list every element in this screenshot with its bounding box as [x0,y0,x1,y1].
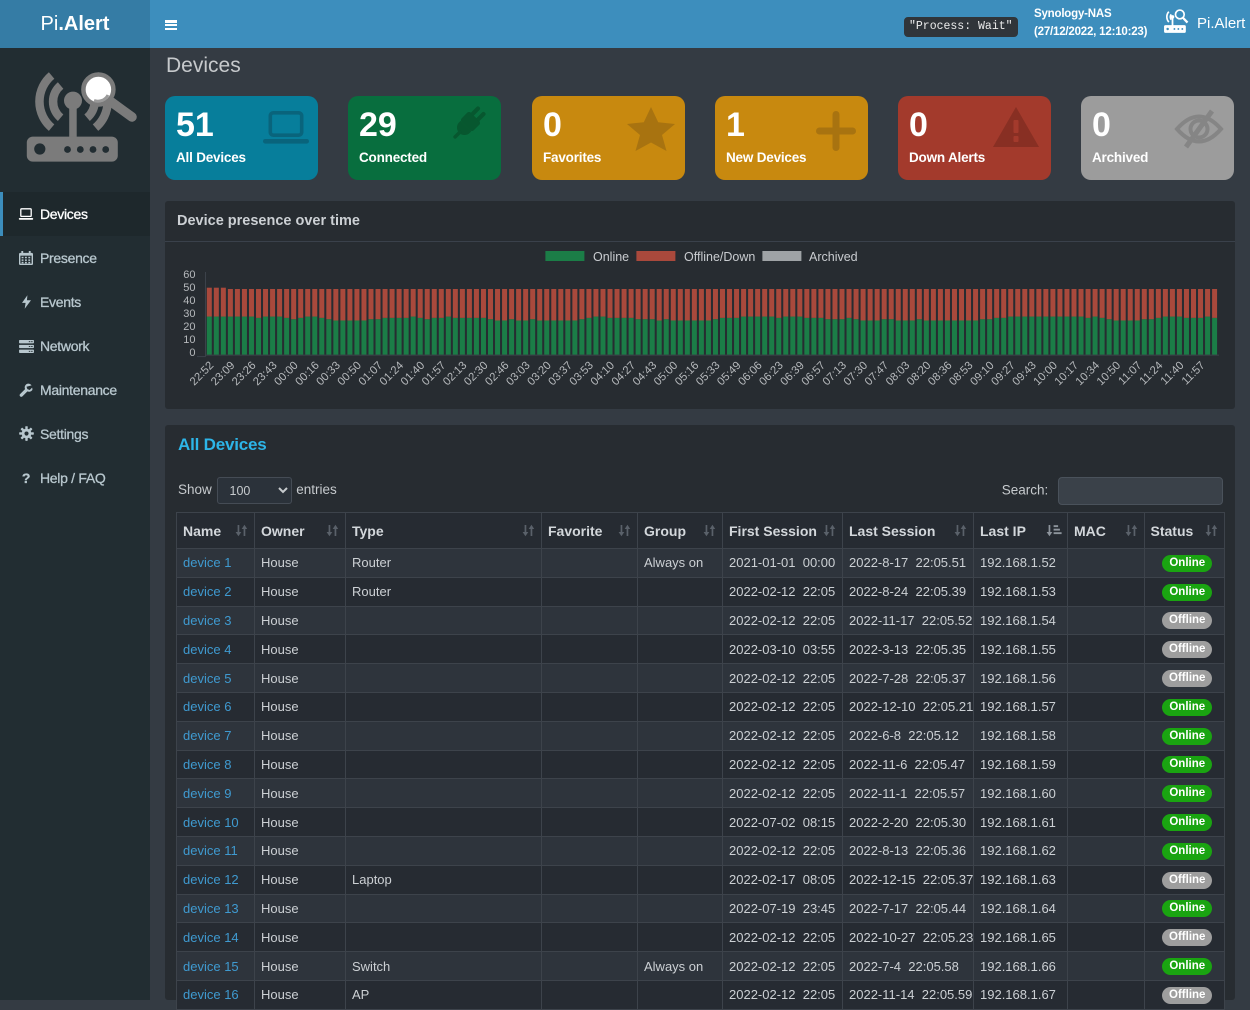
svg-text:11:07: 11:07 [1116,360,1144,388]
svg-text:11:57: 11:57 [1180,360,1208,388]
svg-text:10: 10 [183,334,195,346]
svg-text:Online: Online [593,250,629,264]
svg-text:20: 20 [183,321,195,333]
svg-text:10:50: 10:50 [1095,360,1123,388]
svg-text:11:40: 11:40 [1159,360,1187,388]
svg-text:11:24: 11:24 [1138,360,1166,388]
svg-text:60: 60 [183,269,195,281]
svg-text:40: 40 [183,295,195,307]
svg-text:50: 50 [183,282,195,294]
svg-text:0: 0 [189,347,195,359]
svg-text:30: 30 [183,308,195,320]
svg-text:Archived: Archived [809,250,858,264]
svg-text:Offline/Down: Offline/Down [684,250,755,264]
